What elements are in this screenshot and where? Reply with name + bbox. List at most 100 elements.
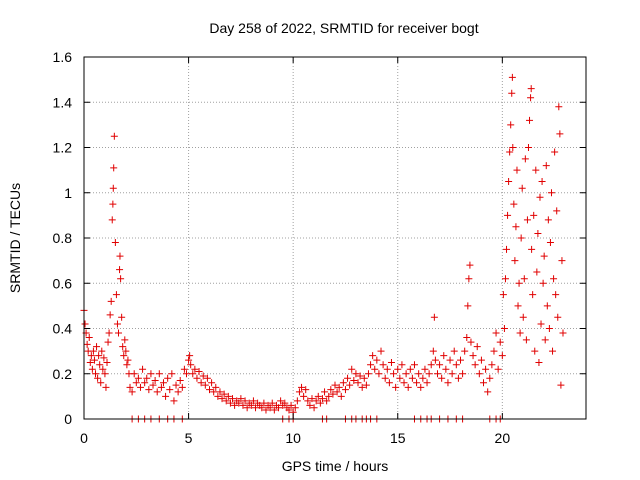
data-point	[531, 347, 539, 355]
data-point	[438, 374, 446, 382]
data-point	[222, 397, 230, 405]
data-point	[482, 365, 490, 373]
data-point	[383, 365, 391, 373]
data-point	[465, 275, 473, 283]
data-point	[387, 358, 395, 366]
data-point	[341, 386, 349, 394]
data-point	[541, 336, 549, 344]
data-point	[116, 266, 124, 274]
data-point	[285, 406, 293, 414]
data-point	[512, 223, 520, 231]
data-point	[132, 379, 140, 387]
data-point	[337, 392, 345, 400]
data-point	[220, 390, 228, 398]
data-point	[249, 397, 257, 405]
data-point	[518, 184, 526, 192]
data-point	[126, 383, 134, 391]
data-point	[433, 370, 441, 378]
data-point	[463, 334, 471, 342]
data-point	[510, 200, 518, 208]
y-axis-label: SRMTID / TECUs	[7, 183, 23, 293]
data-point	[559, 329, 567, 337]
data-point	[506, 148, 514, 156]
data-point	[514, 302, 522, 310]
data-point	[291, 404, 299, 412]
data-point	[108, 216, 116, 224]
data-point	[237, 395, 245, 403]
data-point	[102, 383, 110, 391]
data-point	[178, 383, 186, 391]
data-point	[128, 388, 136, 396]
data-point	[308, 395, 316, 403]
data-point	[466, 261, 474, 269]
data-point	[543, 302, 551, 310]
data-point	[505, 177, 513, 185]
data-point	[527, 94, 535, 102]
data-point	[494, 365, 502, 373]
data-point	[504, 211, 512, 219]
data-point	[373, 356, 381, 364]
y-tick-label: 0.8	[53, 230, 73, 246]
data-point	[375, 370, 383, 378]
data-point	[528, 245, 536, 253]
data-point	[185, 356, 193, 364]
data-point	[116, 252, 124, 260]
data-point	[369, 352, 377, 360]
data-point	[519, 313, 527, 321]
data-point	[515, 279, 523, 287]
data-point	[390, 370, 398, 378]
x-tick-label: 15	[390, 430, 406, 446]
data-point	[89, 347, 97, 355]
data-point	[186, 352, 194, 360]
data-point	[176, 377, 184, 385]
y-tick-label: 1	[64, 185, 72, 201]
data-point	[104, 338, 112, 346]
data-point	[180, 365, 188, 373]
data-point	[427, 361, 435, 369]
data-point	[226, 399, 234, 407]
data-point	[542, 162, 550, 170]
data-point	[553, 207, 561, 215]
data-point	[554, 313, 562, 321]
data-point	[508, 89, 516, 97]
data-point	[172, 381, 180, 389]
data-point	[394, 365, 402, 373]
data-point	[151, 377, 159, 385]
data-point	[527, 85, 535, 93]
data-point	[121, 336, 129, 344]
data-point	[550, 275, 558, 283]
data-point	[120, 352, 128, 360]
data-point	[488, 361, 496, 369]
data-point	[346, 381, 354, 389]
data-point	[371, 365, 379, 373]
data-point	[551, 148, 559, 156]
data-point	[333, 388, 341, 396]
data-point	[385, 379, 393, 387]
data-point	[216, 388, 224, 396]
data-point	[408, 374, 416, 382]
data-point	[141, 379, 149, 387]
data-point	[419, 374, 427, 382]
data-point	[540, 252, 548, 260]
data-point	[457, 356, 464, 364]
data-point	[516, 329, 524, 337]
chart-title: Day 258 of 2022, SRMTID for receiver bog…	[209, 20, 478, 36]
data-point	[252, 404, 260, 412]
data-point	[206, 386, 213, 394]
y-tick-label: 1.4	[53, 94, 73, 110]
data-point	[149, 381, 157, 389]
data-point	[201, 381, 209, 389]
data-point	[318, 395, 326, 403]
data-point	[533, 268, 541, 276]
data-point	[103, 358, 111, 366]
data-point	[298, 383, 306, 391]
grid-lines	[84, 57, 586, 419]
data-point	[139, 365, 147, 373]
data-point	[86, 358, 94, 366]
y-tick-label: 0	[64, 411, 72, 427]
data-point	[356, 372, 364, 380]
data-point	[379, 361, 387, 369]
data-point	[231, 401, 239, 409]
data-point	[189, 370, 197, 378]
x-axis-label: GPS time / hours	[282, 458, 389, 474]
